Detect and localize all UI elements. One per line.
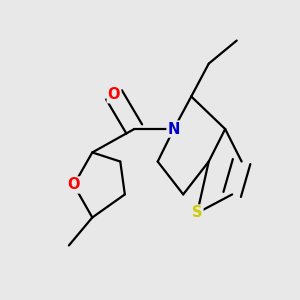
Text: O: O (108, 87, 120, 102)
Text: O: O (68, 178, 80, 193)
Text: S: S (192, 206, 202, 220)
Text: N: N (168, 122, 180, 136)
